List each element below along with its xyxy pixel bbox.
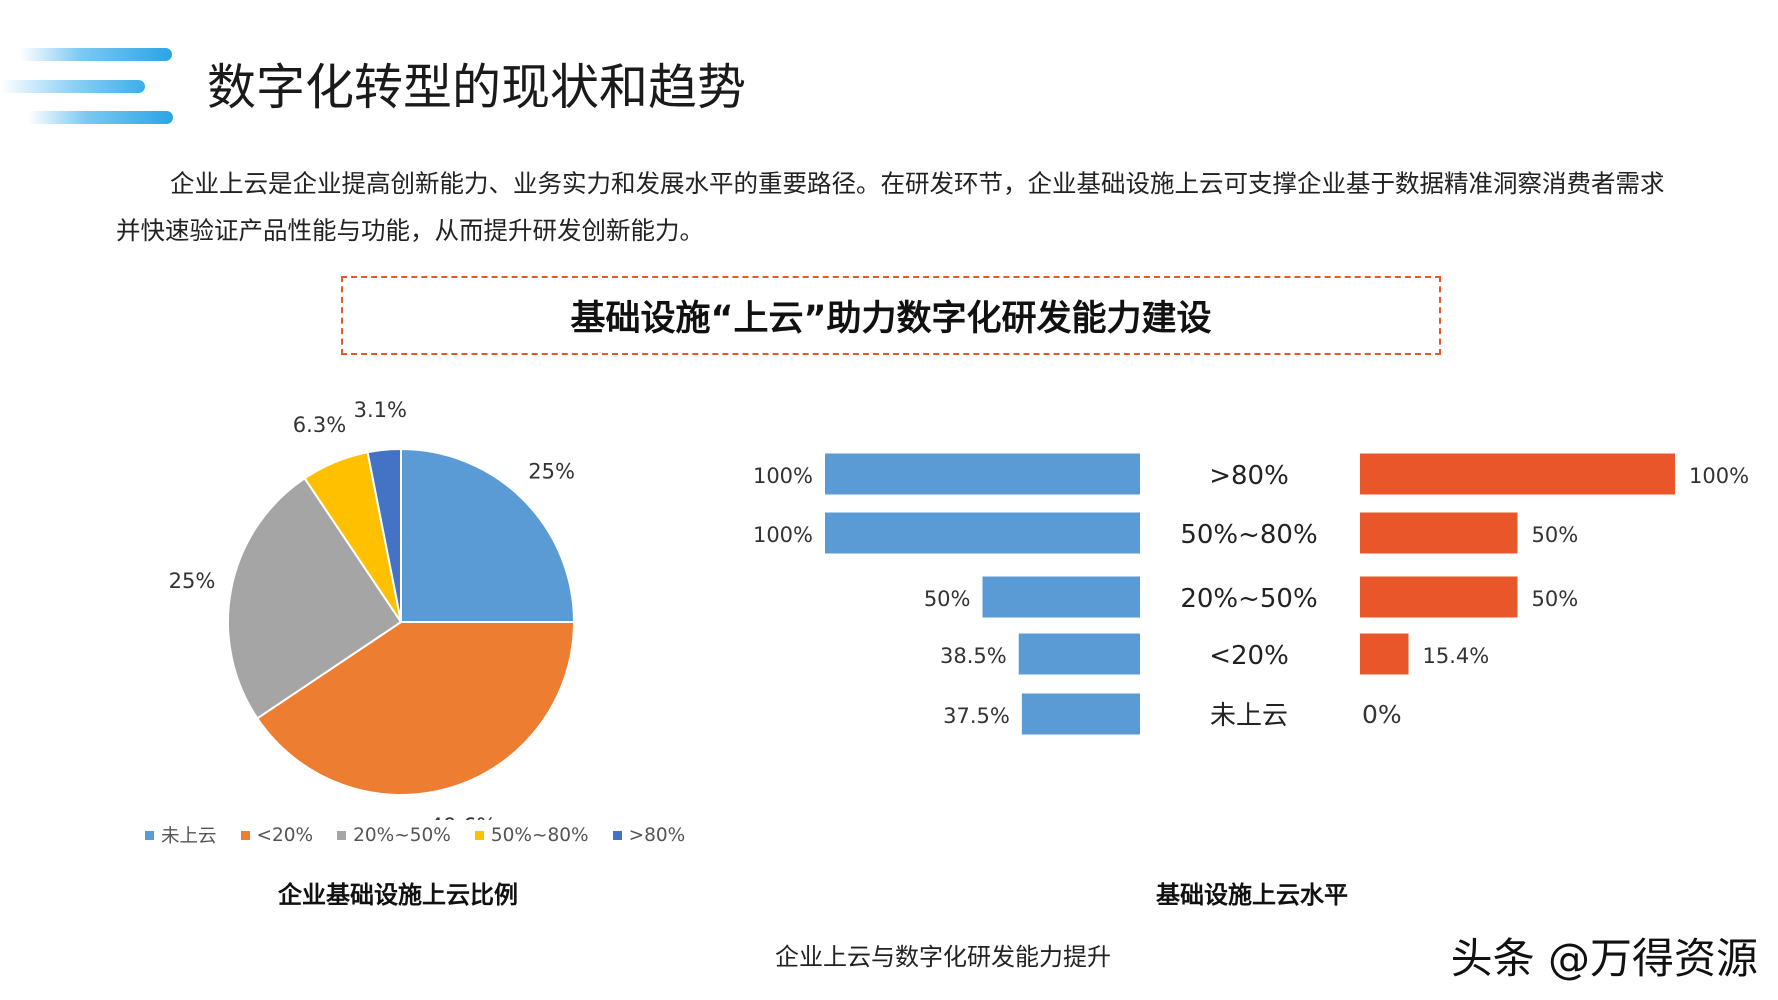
bar-left bbox=[825, 453, 1140, 495]
logo-stripe-middle bbox=[0, 80, 145, 93]
intro-text: 企业上云是企业提高创新能力、业务实力和发展水平的重要路径。在研发环节，企业基础设… bbox=[116, 169, 1665, 245]
legend-label: 50%~80% bbox=[490, 824, 589, 846]
pie-slice-20pct-50pct bbox=[227, 476, 403, 720]
legend-label: 未上云 bbox=[161, 826, 217, 847]
bar-right bbox=[1360, 512, 1518, 554]
legend-item: >80% bbox=[612, 822, 686, 848]
header-logo-stripes bbox=[0, 48, 180, 128]
category-label: 50%~80% bbox=[1180, 520, 1317, 550]
pie-data-label: 40.6% bbox=[430, 814, 497, 820]
legend-swatch bbox=[337, 830, 347, 840]
logo-stripe-top bbox=[20, 48, 172, 61]
bar-right-label: 15.4% bbox=[1423, 644, 1490, 668]
pie-slice-lt-20pct bbox=[255, 621, 576, 796]
bar-left bbox=[1021, 693, 1140, 735]
bar-right-label: 0% bbox=[1362, 700, 1402, 729]
butterfly-bar-chart: 消费者洞察数字化产品性能与功能的数字化验证>80%100%100%50%~80%… bbox=[753, 453, 1749, 735]
pie-data-label: 25% bbox=[528, 459, 575, 483]
pie-slice-not-on-cloud bbox=[400, 447, 576, 623]
legend-swatch bbox=[612, 830, 622, 840]
legend-label: >80% bbox=[628, 824, 686, 846]
pie-slice-50pct-80pct bbox=[303, 451, 402, 623]
legend-swatch bbox=[474, 830, 484, 840]
bar-left-label: 50% bbox=[924, 587, 971, 611]
pie-chart-title: 企业基础设施上云比例 bbox=[278, 881, 518, 909]
category-label: <20% bbox=[1209, 641, 1289, 671]
bar-left bbox=[982, 576, 1140, 618]
legend-item: 20%~50% bbox=[337, 822, 451, 848]
banner-text: 基础设施“上云”助力数字化研发能力建设 bbox=[570, 299, 1212, 339]
pie-data-label: 3.1% bbox=[354, 400, 407, 422]
bar-right-label: 100% bbox=[1689, 464, 1749, 488]
bar-left-label: 37.5% bbox=[943, 704, 1010, 728]
legend-swatch bbox=[240, 830, 250, 840]
figure-caption: 企业上云与数字化研发能力提升 bbox=[775, 943, 1111, 971]
bar-right bbox=[1360, 576, 1518, 618]
bar-right bbox=[1360, 453, 1675, 495]
category-label: 未上云 bbox=[1210, 701, 1288, 731]
bar-left-label: 100% bbox=[753, 464, 813, 488]
legend-item: <20% bbox=[240, 822, 314, 848]
bar-left bbox=[1018, 633, 1140, 675]
pie-data-label: 6.3% bbox=[293, 413, 346, 437]
bar-chart-title: 基础设施上云水平 bbox=[1156, 881, 1348, 909]
bar-left-label: 38.5% bbox=[940, 644, 1007, 668]
pie-chart: 3.1% 25% 40.6% 25% 6.3% bbox=[169, 400, 576, 820]
bar-left bbox=[825, 512, 1140, 554]
watermark: 头条 @万得资源 bbox=[1450, 934, 1758, 983]
section-banner: 基础设施“上云”助力数字化研发能力建设 bbox=[341, 276, 1441, 355]
legend-label: 20%~50% bbox=[353, 824, 451, 846]
legend-label: <20% bbox=[256, 824, 314, 846]
bar-right bbox=[1360, 633, 1409, 675]
legend-item: 50%~80% bbox=[474, 822, 589, 848]
category-label: >80% bbox=[1209, 461, 1289, 491]
bar-left-label: 100% bbox=[753, 523, 813, 547]
page-title: 数字化转型的现状和趋势 bbox=[207, 59, 747, 116]
intro-paragraph: 企业上云是企业提高创新能力、业务实力和发展水平的重要路径。在研发环节，企业基础设… bbox=[116, 160, 1676, 254]
legend-item: 未上云 bbox=[145, 822, 217, 848]
category-label: 20%~50% bbox=[1180, 584, 1317, 614]
pie-data-label: 25% bbox=[169, 569, 216, 593]
legend-swatch bbox=[145, 830, 154, 840]
logo-stripe-bottom bbox=[28, 111, 173, 124]
pie-legend: 未上云 <20% 20%~50% 50%~80% >80% bbox=[145, 822, 685, 848]
bar-right-label: 50% bbox=[1532, 587, 1579, 611]
bar-right-label: 50% bbox=[1532, 523, 1579, 547]
